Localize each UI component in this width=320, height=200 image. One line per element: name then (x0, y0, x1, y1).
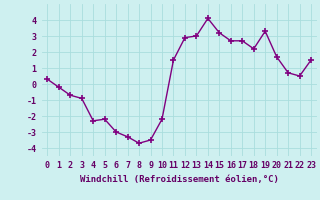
X-axis label: Windchill (Refroidissement éolien,°C): Windchill (Refroidissement éolien,°C) (80, 175, 279, 184)
